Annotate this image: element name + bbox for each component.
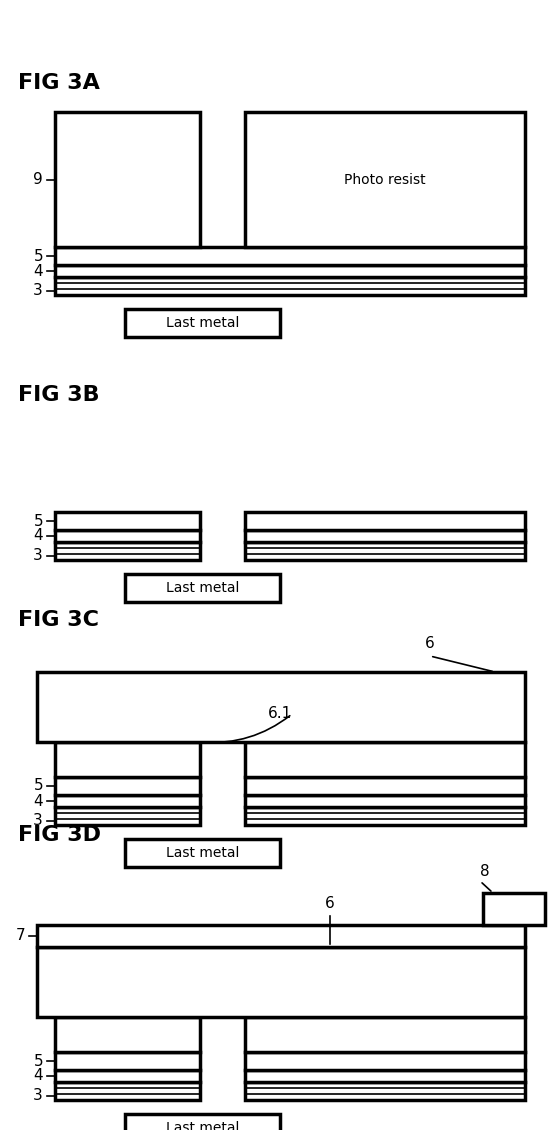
Text: Last metal: Last metal	[166, 316, 239, 330]
Bar	[245, 742, 525, 777]
Text: 5: 5	[33, 779, 43, 793]
Text: 5: 5	[33, 1053, 43, 1069]
Bar	[37, 947, 525, 1017]
Bar	[55, 247, 525, 266]
Bar	[125, 838, 280, 867]
Bar	[55, 277, 525, 295]
Bar	[245, 1017, 525, 1052]
Bar	[55, 807, 200, 825]
Text: 3: 3	[33, 812, 43, 828]
Text: 8: 8	[480, 863, 490, 878]
Text: 6: 6	[325, 895, 335, 911]
Bar	[245, 542, 525, 560]
Text: 7: 7	[15, 929, 25, 944]
Bar	[125, 574, 280, 602]
Bar	[37, 672, 525, 742]
Text: 5: 5	[33, 513, 43, 529]
Text: Last metal: Last metal	[166, 581, 239, 596]
Bar	[55, 1070, 200, 1083]
Bar	[55, 796, 200, 807]
Bar	[245, 1052, 525, 1070]
Bar	[55, 542, 200, 560]
Bar	[245, 1083, 525, 1099]
Bar	[55, 112, 200, 247]
Text: 4: 4	[33, 263, 43, 278]
Bar	[245, 777, 525, 796]
Bar	[55, 266, 525, 277]
Text: 4: 4	[33, 529, 43, 544]
Text: 6.1: 6.1	[268, 706, 292, 721]
Bar	[55, 530, 200, 542]
Text: Last metal: Last metal	[166, 846, 239, 860]
Text: 6: 6	[425, 636, 435, 652]
Text: FIG 3D: FIG 3D	[18, 825, 101, 845]
Bar	[55, 777, 200, 796]
Bar	[55, 512, 200, 530]
Text: 9: 9	[33, 172, 43, 186]
Bar	[245, 512, 525, 530]
Text: 3: 3	[33, 1088, 43, 1103]
Bar	[37, 925, 525, 947]
Bar	[483, 893, 545, 925]
Text: Last metal: Last metal	[166, 1121, 239, 1130]
Text: FIG 3C: FIG 3C	[18, 610, 99, 631]
Text: 3: 3	[33, 548, 43, 563]
Bar	[245, 1070, 525, 1083]
Text: 4: 4	[33, 793, 43, 808]
Bar	[245, 112, 525, 247]
Text: 5: 5	[33, 249, 43, 263]
Bar	[55, 1083, 200, 1099]
Bar	[125, 1114, 280, 1130]
Bar	[55, 1017, 200, 1052]
Text: FIG 3B: FIG 3B	[18, 385, 100, 405]
Text: Photo resist: Photo resist	[344, 173, 426, 186]
Bar	[245, 807, 525, 825]
Bar	[245, 530, 525, 542]
Bar	[55, 742, 200, 777]
Text: FIG 3A: FIG 3A	[18, 73, 100, 93]
Text: 3: 3	[33, 282, 43, 298]
Bar	[125, 308, 280, 337]
Text: 4: 4	[33, 1069, 43, 1084]
Bar	[55, 1052, 200, 1070]
Bar	[245, 796, 525, 807]
